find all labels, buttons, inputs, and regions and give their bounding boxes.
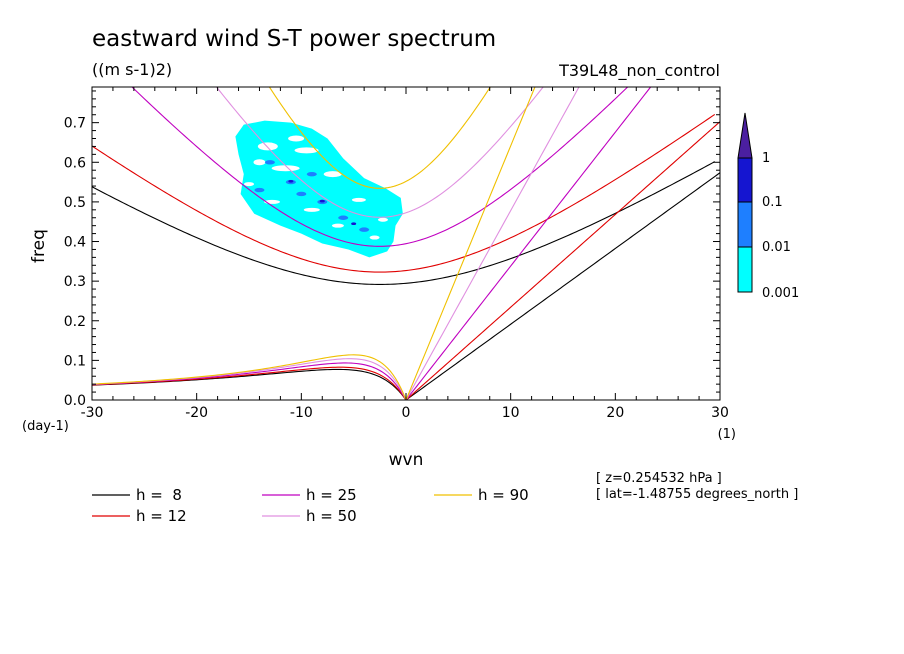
colorbar-band bbox=[737, 201, 753, 248]
power-gap bbox=[323, 171, 342, 178]
legend-label-h50: h = 50 bbox=[306, 507, 357, 525]
ig-curve-0 bbox=[92, 161, 716, 285]
x-tick-label: 10 bbox=[502, 405, 520, 421]
power-gap bbox=[244, 182, 254, 187]
mrg-curve-1 bbox=[92, 366, 407, 400]
power-region-0.001 bbox=[235, 120, 403, 258]
power-spot-0.01 bbox=[359, 227, 370, 232]
power-gap bbox=[331, 223, 344, 228]
legend-label-h8: h = 8 bbox=[136, 486, 182, 504]
y-axis-label: freq bbox=[29, 229, 49, 263]
power-gap bbox=[351, 197, 366, 202]
x-tick-label: -10 bbox=[290, 405, 313, 421]
chart-title: eastward wind S-T power spectrum bbox=[92, 26, 496, 52]
y-tick-label: 0.7 bbox=[64, 116, 86, 132]
ig-curve-3 bbox=[215, 87, 544, 218]
power-gap bbox=[257, 142, 278, 151]
legend: h = 8 h = 12 h = 25 h = 50 h = 90 bbox=[92, 486, 529, 525]
x-tick-label: 0 bbox=[402, 405, 411, 421]
power-gap bbox=[271, 165, 300, 172]
y-tick-label: 0.3 bbox=[64, 274, 86, 290]
chart-units: ((m s-1)2) bbox=[92, 60, 172, 79]
info-latitude: [ lat=-1.48755 degrees_north ] bbox=[596, 487, 798, 502]
y-tick-label: 0.4 bbox=[64, 235, 86, 251]
colorbar-label: 0.01 bbox=[762, 240, 791, 255]
y-tick-labels: 0.0 0.1 0.2 0.3 0.4 0.5 0.6 0.7 bbox=[64, 116, 86, 409]
mrg-curve-4 bbox=[92, 354, 407, 400]
y-axis-unit: (day-1) bbox=[22, 419, 69, 434]
x-tick-label: -30 bbox=[81, 405, 104, 421]
ig-curve-4 bbox=[268, 87, 491, 189]
kelvin-curve-4 bbox=[405, 87, 536, 400]
mrg-curve-3 bbox=[92, 358, 407, 400]
power-shading bbox=[235, 120, 403, 258]
colorbar-label: 1 bbox=[762, 151, 770, 166]
power-spot-0.01 bbox=[338, 215, 349, 220]
power-spot-0.01 bbox=[296, 191, 307, 197]
experiment-label: T39L48_non_control bbox=[558, 61, 720, 81]
colorbar: 1 0.1 0.01 0.001 bbox=[737, 112, 799, 301]
power-spot-0.1 bbox=[288, 179, 294, 183]
power-spot-0.1 bbox=[319, 199, 325, 203]
power-gap bbox=[253, 159, 266, 166]
y-tick-label: 0.1 bbox=[64, 353, 86, 369]
legend-label-h25: h = 25 bbox=[306, 486, 357, 504]
y-tick-label: 0.6 bbox=[64, 155, 86, 171]
kelvin-curve-1 bbox=[405, 121, 720, 400]
kelvin-curve-3 bbox=[405, 87, 580, 400]
power-spot-0.1 bbox=[351, 222, 357, 225]
power-gap bbox=[377, 217, 388, 222]
colorbar-label: 0.1 bbox=[762, 195, 783, 210]
x-axis-unit: (1) bbox=[718, 427, 736, 442]
ig-curve-2 bbox=[131, 87, 629, 247]
colorbar-label: 0.001 bbox=[762, 286, 799, 301]
colorbar-band bbox=[737, 157, 753, 203]
power-spot-0.01 bbox=[254, 187, 265, 193]
legend-label-h90: h = 90 bbox=[478, 486, 529, 504]
power-spot-0.01 bbox=[264, 160, 275, 165]
x-tick-label: 30 bbox=[711, 405, 729, 421]
power-gap bbox=[288, 135, 305, 142]
colorbar-band bbox=[737, 246, 753, 293]
x-tick-label: 20 bbox=[606, 405, 624, 421]
dispersion-curves bbox=[92, 87, 720, 400]
power-gap bbox=[294, 147, 319, 154]
y-tick-label: 0.0 bbox=[64, 393, 86, 409]
x-axis-label: wvn bbox=[389, 450, 424, 470]
y-tick-label: 0.2 bbox=[64, 314, 86, 330]
kelvin-curve-0 bbox=[405, 172, 720, 400]
power-spot-0.01 bbox=[306, 171, 317, 177]
mrg-curve-0 bbox=[92, 368, 407, 400]
legend-label-h12: h = 12 bbox=[136, 507, 187, 525]
power-gap bbox=[369, 235, 380, 240]
axis-ticks bbox=[91, 87, 721, 401]
y-tick-label: 0.5 bbox=[64, 195, 86, 211]
colorbar-cap bbox=[737, 112, 753, 159]
info-z-level: [ z=0.254532 hPa ] bbox=[596, 471, 722, 486]
x-tick-labels: -30 -20 -10 0 10 20 30 bbox=[81, 405, 729, 421]
power-gap bbox=[303, 207, 320, 212]
ig-curve-1 bbox=[92, 113, 716, 273]
kelvin-curve-2 bbox=[405, 87, 652, 400]
x-tick-label: -20 bbox=[185, 405, 208, 421]
